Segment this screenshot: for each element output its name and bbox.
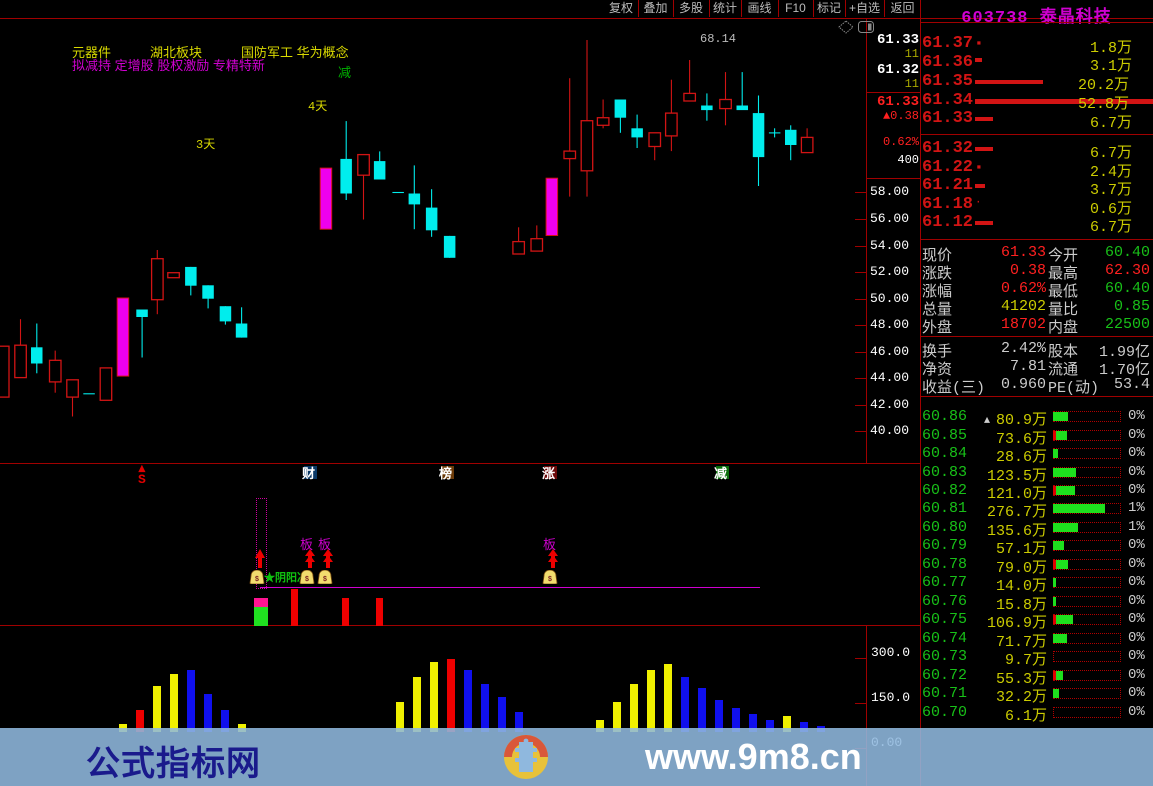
svg-text:$: $ bbox=[548, 576, 552, 583]
svg-text:$: $ bbox=[255, 576, 259, 583]
svg-text:$: $ bbox=[323, 576, 327, 583]
svg-text:$: $ bbox=[305, 576, 309, 583]
